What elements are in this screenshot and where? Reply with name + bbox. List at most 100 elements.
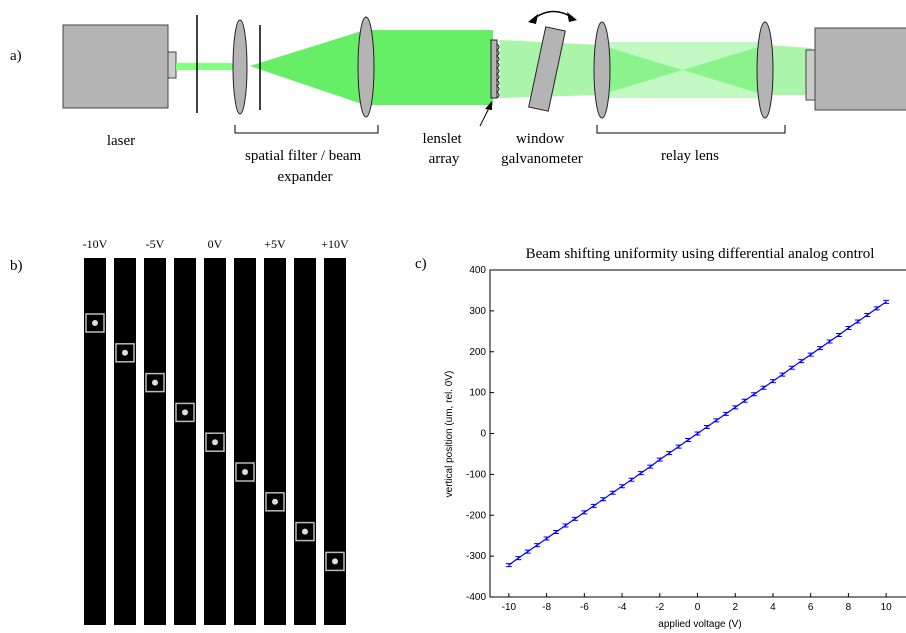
y-axis-label: vertical position (um, rel. 0V)	[444, 371, 455, 498]
laser-nub	[167, 51, 177, 79]
voltage-label: +10V	[321, 237, 349, 251]
image-strip	[174, 258, 196, 625]
image-strip	[324, 258, 346, 625]
x-tick-label: 2	[732, 602, 738, 613]
spot-box	[205, 432, 225, 452]
x-axis-label: applied voltage (V)	[658, 619, 741, 630]
spot-box	[325, 551, 345, 572]
image-strip	[264, 258, 286, 625]
spot	[332, 558, 338, 565]
lens	[756, 21, 774, 119]
data-point	[713, 418, 720, 423]
data-point	[543, 536, 550, 541]
x-tick-label: 6	[808, 602, 814, 613]
beam	[176, 63, 238, 70]
data-point	[769, 379, 776, 384]
spot-box	[175, 402, 195, 423]
spot-box	[85, 313, 105, 333]
data-point	[788, 365, 795, 370]
x-tick-label: -6	[580, 602, 589, 613]
y-tick-label: 100	[469, 388, 486, 399]
arrowhead	[567, 12, 577, 22]
spot	[302, 528, 308, 535]
rotation-arrow	[531, 10, 574, 21]
panel-b: b) -10V -5V 0V +5V +10V	[10, 237, 349, 625]
data-point	[562, 523, 569, 528]
camera-box	[814, 27, 906, 111]
window	[528, 26, 566, 112]
label-line: galvanometer	[501, 151, 583, 167]
data-point	[505, 563, 512, 568]
image-strip	[144, 258, 166, 625]
image-strip	[294, 258, 316, 625]
data-point	[675, 444, 682, 449]
label: relay lens	[661, 148, 719, 164]
data-point	[760, 385, 767, 390]
y-tick-label: -300	[466, 551, 486, 562]
data-point	[751, 392, 758, 397]
label-line: expander	[278, 169, 333, 185]
y-tick-label: 400	[469, 265, 486, 276]
arrowhead	[485, 101, 492, 110]
data-point	[779, 372, 786, 377]
lenslets	[496, 43, 500, 99]
spot-box	[265, 492, 285, 512]
beam	[365, 30, 493, 105]
data-point	[854, 319, 861, 324]
data-point	[694, 431, 701, 436]
x-tick-label: 4	[770, 602, 776, 613]
data-point	[581, 510, 588, 515]
y-tick-label: -400	[466, 592, 486, 603]
label-line: window	[516, 131, 565, 147]
label: laser	[107, 133, 135, 149]
x-tick-label: 0	[695, 602, 701, 613]
data-point	[722, 411, 729, 416]
lens	[232, 19, 248, 115]
data-point	[524, 549, 531, 554]
label: spatial filter / beam expander	[245, 148, 365, 185]
data-point	[534, 543, 541, 548]
data-point	[883, 299, 890, 304]
spot-box	[145, 372, 165, 393]
x-tick-label: -10	[502, 602, 517, 613]
y-tick-label: -200	[466, 510, 486, 521]
beam	[765, 45, 812, 95]
voltage-label: +5V	[264, 237, 286, 251]
chart-title: Beam shifting uniformity using different…	[526, 246, 875, 262]
lens	[593, 21, 611, 119]
panel-a: a) laser spatial filter / beam expander …	[10, 10, 906, 185]
label-line: array	[429, 151, 460, 167]
data-point	[647, 464, 654, 469]
data-point	[741, 398, 748, 403]
camera-nub	[805, 49, 816, 101]
y-tick-label: 300	[469, 306, 486, 317]
x-tick-label: 8	[846, 602, 852, 613]
data-point	[666, 451, 673, 456]
panel-label: a)	[10, 48, 22, 64]
lenslet-array	[490, 39, 498, 99]
image-strip	[234, 258, 256, 625]
data-point	[590, 503, 597, 508]
x-tick-label: -4	[618, 602, 627, 613]
voltage-label: -10V	[83, 237, 108, 251]
y-tick-label: 200	[469, 347, 486, 358]
data-point	[637, 471, 644, 476]
arrowhead	[528, 14, 538, 24]
x-tick-label: -2	[655, 602, 664, 613]
panel-c: c) Beam shifting uniformity using differ…	[415, 246, 906, 630]
data-point	[873, 306, 880, 311]
spot-box	[295, 521, 315, 542]
laser-box	[62, 24, 169, 109]
data-point	[685, 438, 692, 443]
data-point	[732, 405, 739, 410]
data-point	[553, 530, 560, 535]
spot	[272, 498, 278, 505]
data-point	[600, 497, 607, 502]
data-point	[571, 516, 578, 521]
label-line: lenslet	[423, 131, 463, 147]
image-strip	[114, 258, 136, 625]
spot-box	[115, 343, 135, 363]
data-point	[835, 332, 842, 337]
voltage-label: 0V	[208, 237, 223, 251]
data-point	[656, 457, 663, 462]
